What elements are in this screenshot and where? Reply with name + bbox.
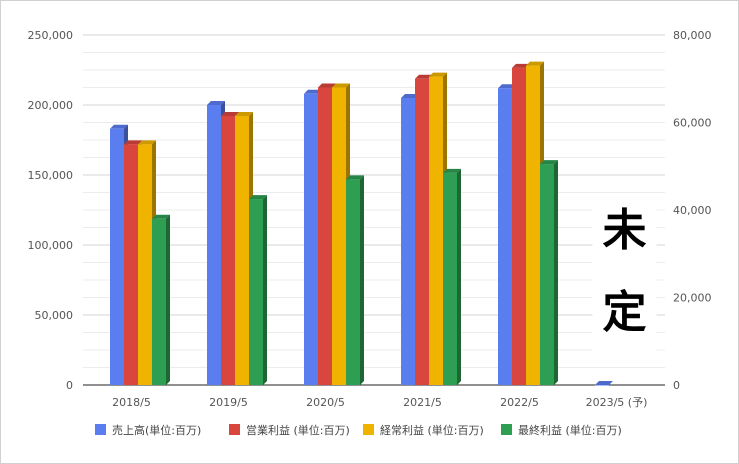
bar	[346, 175, 364, 385]
left-tick-label: 200,000	[28, 99, 74, 112]
bar-top	[221, 111, 239, 116]
bar-front	[304, 93, 318, 386]
annotation: 未定	[592, 196, 657, 356]
bar-top	[207, 101, 225, 105]
right-tick-label: 20,000	[673, 292, 712, 305]
bar-top	[138, 140, 156, 145]
bar-front	[207, 105, 221, 385]
bar-front	[429, 76, 443, 385]
bar-side	[360, 175, 364, 385]
bar-top	[110, 124, 128, 129]
bar-side	[457, 168, 461, 385]
bar-top	[498, 84, 516, 89]
legend-item: 営業利益 (単位:百万)	[229, 423, 350, 437]
bar-front	[249, 199, 263, 385]
legend-item: 最終利益 (単位:百万)	[501, 423, 622, 437]
bar-top	[415, 74, 433, 79]
legend-label: 経常利益 (単位:百万)	[380, 423, 484, 437]
bar-front	[512, 67, 526, 385]
category-label: 2019/5	[209, 396, 248, 409]
bar	[249, 195, 267, 385]
bar-front	[318, 87, 332, 385]
category-label: 2020/5	[306, 396, 345, 409]
right-tick-label: 60,000	[673, 117, 712, 130]
bar-front	[124, 144, 138, 385]
bar-top	[346, 175, 364, 180]
bar-side	[554, 160, 558, 385]
category-label: 2018/5	[112, 396, 151, 409]
bar-top	[429, 72, 447, 77]
bar-front	[110, 128, 124, 386]
right-tick-label: 0	[673, 379, 680, 392]
bar-front	[152, 218, 166, 385]
bar-top	[540, 160, 558, 165]
bar-front	[332, 87, 346, 385]
bar-front	[401, 98, 415, 385]
bar-front	[540, 164, 554, 385]
left-tick-label: 50,000	[35, 309, 74, 322]
bar-front	[346, 179, 360, 385]
bars	[110, 61, 613, 386]
bar	[443, 168, 461, 385]
legend-label: 売上高(単位:百万)	[112, 423, 201, 437]
left-tick-label: 0	[66, 379, 73, 392]
bar-top	[152, 214, 170, 219]
bar-top	[512, 63, 530, 68]
bar-front	[526, 65, 540, 385]
legend-swatch	[229, 424, 240, 435]
right-tick-label: 80,000	[673, 29, 712, 42]
bar-front	[415, 78, 429, 385]
category-label: 2022/5	[500, 396, 539, 409]
bar-top	[304, 89, 322, 94]
legend-swatch	[95, 424, 106, 435]
bar-side	[166, 214, 170, 385]
category-labels: 2018/5 2019/5 2020/5 2021/5 2022/5 2023/5 (予)	[112, 396, 647, 409]
bar-top	[401, 94, 419, 98]
bar-top	[443, 168, 461, 173]
bar-top	[526, 61, 544, 66]
bar-front	[221, 115, 235, 385]
category-label: 2021/5	[403, 396, 442, 409]
legend-item: 売上高(単位:百万)	[95, 423, 201, 437]
right-axis-ticks: 0 20,000 40,000 60,000 80,000	[673, 29, 712, 392]
bar-front	[443, 172, 457, 385]
annotation-char: 定	[603, 287, 647, 338]
gridlines	[83, 34, 665, 386]
bar-side	[263, 195, 267, 385]
bar-front	[595, 385, 609, 386]
annotation-char: 未	[603, 205, 647, 256]
legend-swatch	[363, 424, 374, 435]
bar	[152, 214, 170, 385]
bar	[595, 381, 613, 386]
bar-top	[318, 83, 336, 88]
annotation-background	[592, 196, 657, 356]
right-tick-label: 40,000	[673, 204, 712, 217]
category-label: 2023/5 (予)	[586, 396, 648, 409]
bar-front	[235, 115, 249, 385]
legend: 売上高(単位:百万) 営業利益 (単位:百万) 経常利益 (単位:百万) 最終利益 (…	[95, 423, 622, 437]
bar-top	[332, 83, 350, 88]
bar-top	[249, 195, 267, 200]
bar-top	[124, 140, 142, 145]
left-axis-ticks: 0 50,000 100,000 150,000 200,000 250,000	[28, 29, 74, 392]
bar-top	[595, 381, 613, 385]
legend-label: 営業利益 (単位:百万)	[246, 423, 350, 437]
legend-label: 最終利益 (単位:百万)	[518, 423, 622, 437]
legend-item: 経常利益 (単位:百万)	[363, 423, 484, 437]
bar-top	[235, 111, 253, 116]
bar	[540, 160, 558, 385]
bar-front	[138, 144, 152, 385]
legend-swatch	[501, 424, 512, 435]
left-tick-label: 150,000	[28, 169, 74, 182]
bar-front	[498, 88, 512, 385]
left-tick-label: 250,000	[28, 29, 74, 42]
left-tick-label: 100,000	[28, 239, 74, 252]
